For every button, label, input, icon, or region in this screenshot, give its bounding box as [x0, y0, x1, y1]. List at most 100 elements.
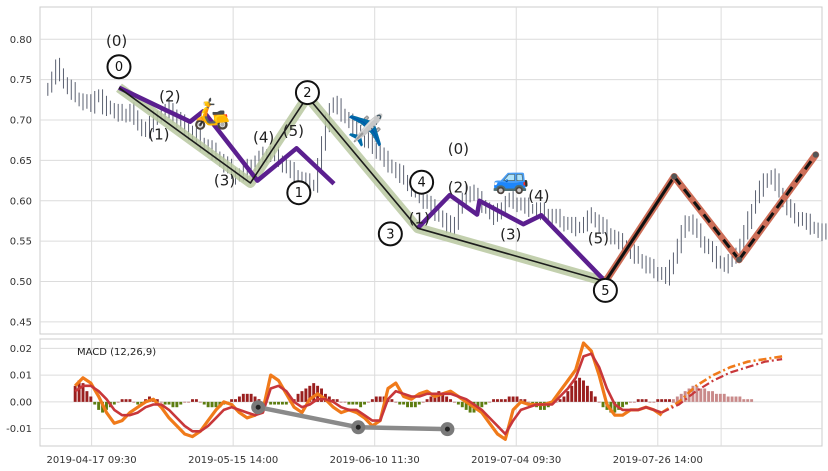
macd-hist-forecast-bar [711, 391, 714, 402]
macd-hist-bar [339, 401, 343, 403]
macd-hist-bar [570, 385, 574, 402]
macd-hist-bar [488, 401, 492, 403]
macd-hist-bar [585, 385, 589, 402]
macd-hist-bar [210, 401, 214, 408]
macd-hist-bar [460, 401, 464, 408]
macd-hist-bar [163, 401, 167, 405]
macd-hist-bar [652, 401, 656, 403]
x-tick-label-1: 2019-05-15 14:00 [188, 455, 278, 466]
macd-hist-bar [664, 399, 668, 402]
macd-hist-bar [234, 399, 237, 402]
macd-hist-bar [187, 401, 191, 403]
car-icon: 🚙 [492, 161, 529, 196]
wave-label: (2) [448, 179, 469, 197]
macd-hist-bar [132, 401, 136, 403]
macd-hist-forecast-bar [738, 396, 742, 402]
macd-hist-bar [656, 399, 660, 402]
wave-label: (1) [148, 125, 169, 143]
macd-hist-bar [402, 401, 406, 405]
macd-swing-marker-dot [255, 404, 261, 410]
macd-hist-bar [105, 401, 108, 410]
macd-hist-bar [351, 401, 355, 405]
macd-hist-bar [312, 383, 316, 402]
macd-hist-forecast-bar [671, 399, 675, 402]
macd-hist-forecast-bar [750, 399, 754, 402]
macd-hist-bar [429, 396, 433, 402]
macd-hist-bar [378, 396, 382, 402]
wave-node-2 [294, 80, 320, 106]
macd-hist-bar [308, 385, 312, 402]
wave-node-1 [286, 180, 312, 206]
macd-hist-bar [175, 401, 179, 408]
macd-hist-forecast-bar [699, 388, 703, 402]
macd-hist-bar [464, 401, 468, 410]
price-ytick-label-1: 0.50 [10, 277, 32, 288]
macd-hist-bar [374, 396, 378, 402]
macd-hist-bar [269, 401, 273, 405]
scooter-icon: 🛵 [193, 97, 230, 132]
macd-hist-bar [167, 401, 171, 405]
wave-node-label: 0 [115, 60, 123, 75]
signal-line [74, 352, 663, 436]
macd-hist-bar [136, 401, 140, 405]
price-plot-area [39, 6, 823, 335]
macd-hist-bar [597, 401, 601, 403]
macd-hist-bar [179, 401, 183, 405]
macd-hist-bar [245, 393, 249, 402]
wave-label: (0) [106, 32, 127, 50]
wave-label: (2) [159, 87, 180, 105]
price-panel: 0.45 0.50 0.55 0.60 0.65 0.70 0.75 0.80 🛵 ✈️ 🚙 (0) (… [10, 6, 827, 335]
macd-hist-bar [398, 401, 402, 405]
macd-hist-forecast-bar [734, 396, 738, 402]
macd-hist-bar [421, 401, 425, 403]
forecast-line-down [673, 175, 741, 261]
forecast-vertex-2 [812, 151, 819, 158]
macd-swing-marker-dot [355, 424, 361, 430]
macd-hist-bar [335, 399, 339, 402]
macd-hist-forecast-bar [726, 396, 730, 402]
macd-ytick-label-3: 0.02 [10, 344, 32, 355]
macd-hist-bar [370, 399, 374, 402]
macd-hist-bar [93, 401, 97, 405]
macd-hist-bar [413, 401, 417, 408]
macd-hist-bar [582, 380, 585, 402]
macd-hist-bar [644, 399, 648, 402]
price-ytick-label-2: 0.55 [10, 237, 32, 248]
macd-ytick-label-1: 0.00 [10, 397, 32, 408]
airplane-icon: ✈️ [347, 112, 384, 149]
macd-panel: 2019-04-17 09:30 2019-05-15 14:00 2019-06-… [6, 338, 823, 466]
macd-hist-bar [625, 401, 628, 405]
macd-hist-bar [507, 396, 511, 402]
macd-hist-bar [116, 401, 120, 403]
wave-node-4 [409, 169, 435, 195]
macd-hist-bar [128, 399, 132, 402]
macd-hist-bar [89, 396, 93, 402]
x-tick-label-0: 2019-04-17 09:30 [47, 455, 137, 466]
macd-hist-bar [671, 401, 675, 403]
price-ytick-label-7: 0.80 [10, 35, 32, 46]
wave-sub-line-1 [416, 192, 608, 284]
macd-hist-forecast-bar [730, 396, 734, 402]
wave-label: (4) [253, 129, 274, 147]
wave-node-label: 1 [295, 186, 303, 201]
forecast-line-up2 [737, 153, 817, 261]
macd-hist-bar [425, 399, 429, 402]
macd-hist-bar [621, 401, 625, 408]
macd-hist-forecast-bar [679, 393, 683, 402]
macd-hist-bar [449, 399, 453, 402]
macd-hist-bar [523, 399, 527, 402]
macd-hist-bar [636, 399, 640, 402]
wave-sub-line-0 [118, 85, 336, 186]
price-ytick-label-4: 0.65 [10, 156, 32, 167]
macd-hist-bar [468, 401, 472, 413]
price-ytick-label-0: 0.45 [10, 317, 32, 328]
price-ytick-label-3: 0.60 [10, 196, 32, 207]
macd-hist-bar [253, 396, 257, 402]
macd-hist-bar [668, 399, 671, 402]
macd-hist-bar [159, 401, 163, 403]
macd-hist-bar [300, 391, 304, 402]
macd-hist-bar [97, 401, 101, 410]
macd-hist-bar [562, 396, 566, 402]
wave-label: (3) [214, 171, 235, 189]
macd-hist-forecast-bar [742, 399, 746, 402]
